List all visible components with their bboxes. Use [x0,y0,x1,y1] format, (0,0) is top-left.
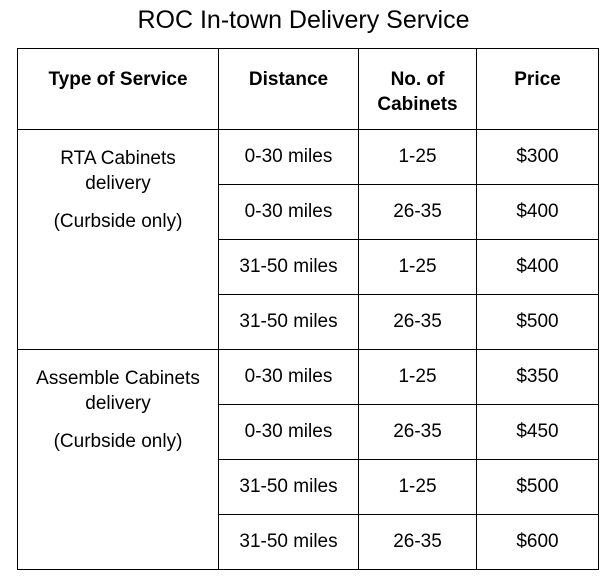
header-row: Type of Service Distance No. of Cabinets Pr… [17,48,599,130]
table-row: 0-30 miles 26-35 $450 [18,404,599,460]
title: ROC In-town Delivery Service [137,6,470,34]
service-cell: RTA Cabinets delivery (Curbside only) [17,129,219,350]
price-cell: $350 [476,349,599,405]
distance-cell: 0-30 miles [218,404,359,460]
table-row: 31-50 miles 26-35 $500 [18,294,599,350]
header-cell: Type of Service [17,48,219,130]
price-cell: $500 [476,294,599,350]
cabinets-cell: 26-35 [358,184,477,240]
distance-cell: 0-30 miles [218,184,359,240]
table-row: 31-50 miles 1-25 $400 [18,239,599,295]
distance-cell: 0-30 miles [218,129,359,185]
price-cell: $400 [476,184,599,240]
cabinets-cell: 26-35 [358,514,477,570]
price-cell: $500 [476,459,599,515]
header-cell: Distance [218,48,359,130]
price-cell: $450 [476,404,599,460]
distance-cell: 31-50 miles [218,239,359,295]
table-row: RTA Cabinets delivery (Curbside only) 0-30… [17,129,599,350]
cabinets-cell: 26-35 [358,404,477,460]
table-row: 31-50 miles 26-35 $600 [18,514,599,570]
delivery-table: Type of Service Distance No. of Cabinets Pr… [17,48,599,570]
service-name: Assemble Cabinets delivery [36,368,200,414]
header-cell: No. of Cabinets [358,48,477,130]
cabinets-cell: 1-25 [358,459,477,515]
distance-cell: 31-50 miles [218,294,359,350]
price-cell: $600 [476,514,599,570]
service-name: RTA Cabinets delivery [60,148,176,194]
cabinets-cell: 1-25 [358,129,477,185]
service-note: (Curbside only) [53,211,183,232]
distance-cell: 0-30 miles [218,349,359,405]
cabinets-cell: 26-35 [358,294,477,350]
table-row: 0-30 miles 26-35 $400 [18,184,599,240]
header-cell: Price [476,48,599,130]
price-cell: $400 [476,239,599,295]
table-row: 31-50 miles 1-25 $500 [18,459,599,515]
table-body: RTA Cabinets delivery (Curbside only) 0-30… [17,129,599,570]
distance-cell: 31-50 miles [218,514,359,570]
service-note: (Curbside only) [53,431,183,452]
service-cell: Assemble Cabinets delivery (Curbside only… [17,349,219,570]
table-row: Assemble Cabinets delivery (Curbside only… [17,349,599,570]
cabinets-cell: 1-25 [358,239,477,295]
distance-cell: 31-50 miles [218,459,359,515]
cabinets-cell: 1-25 [358,349,477,405]
price-cell: $300 [476,129,599,185]
